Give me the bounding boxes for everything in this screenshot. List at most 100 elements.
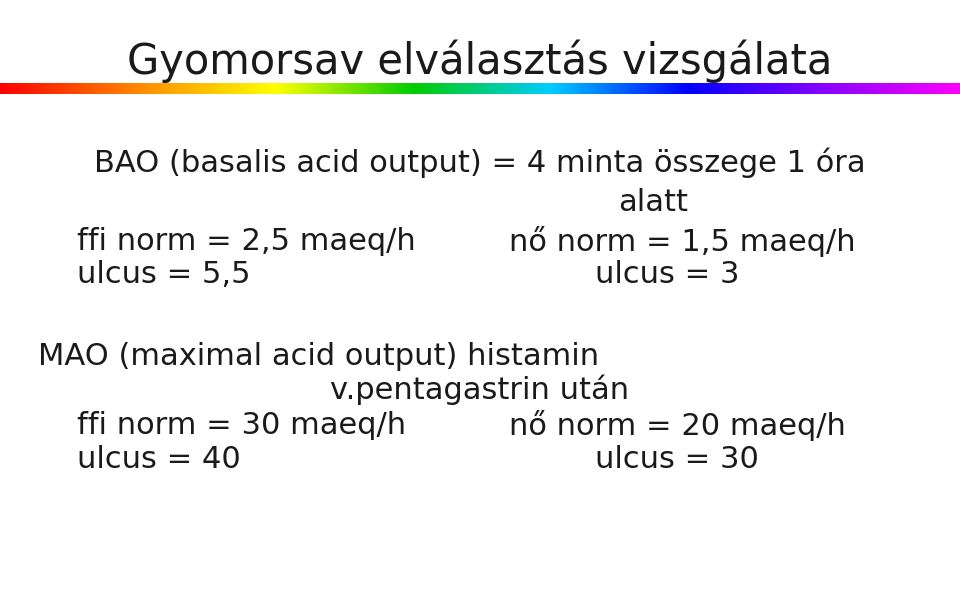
Bar: [598, 83, 603, 94]
Bar: [295, 83, 299, 94]
Bar: [698, 83, 702, 94]
Bar: [343, 83, 347, 94]
Bar: [617, 83, 622, 94]
Bar: [871, 83, 875, 94]
Bar: [490, 83, 493, 94]
Bar: [93, 83, 97, 94]
Bar: [80, 83, 84, 94]
Bar: [823, 83, 827, 94]
Bar: [208, 83, 212, 94]
Bar: [496, 83, 500, 94]
Bar: [852, 83, 855, 94]
Bar: [787, 83, 791, 94]
Bar: [579, 83, 584, 94]
Bar: [512, 83, 516, 94]
Bar: [595, 83, 599, 94]
Text: nő norm = 20 maeq/h: nő norm = 20 maeq/h: [509, 410, 846, 442]
Bar: [636, 83, 641, 94]
Bar: [826, 83, 829, 94]
Bar: [189, 83, 193, 94]
Bar: [391, 83, 395, 94]
Bar: [0, 83, 4, 94]
Bar: [45, 83, 49, 94]
Bar: [176, 83, 180, 94]
Bar: [112, 83, 116, 94]
Bar: [941, 83, 945, 94]
Text: ulcus = 3: ulcus = 3: [595, 260, 740, 289]
Bar: [564, 83, 567, 94]
Bar: [320, 83, 324, 94]
Bar: [679, 83, 683, 94]
Bar: [29, 83, 33, 94]
Bar: [454, 83, 459, 94]
Bar: [237, 83, 241, 94]
Bar: [425, 83, 430, 94]
Bar: [288, 83, 292, 94]
Bar: [669, 83, 673, 94]
Bar: [64, 83, 68, 94]
Bar: [832, 83, 836, 94]
Bar: [708, 83, 711, 94]
Bar: [502, 83, 507, 94]
Bar: [838, 83, 843, 94]
Bar: [352, 83, 356, 94]
Bar: [608, 83, 612, 94]
Bar: [780, 83, 785, 94]
Bar: [144, 83, 148, 94]
Bar: [499, 83, 503, 94]
Bar: [902, 83, 906, 94]
Bar: [540, 83, 545, 94]
Bar: [448, 83, 452, 94]
Bar: [125, 83, 129, 94]
Bar: [605, 83, 609, 94]
Bar: [713, 83, 718, 94]
Text: ulcus = 40: ulcus = 40: [77, 445, 241, 474]
Bar: [262, 83, 267, 94]
Bar: [749, 83, 753, 94]
Bar: [19, 83, 23, 94]
Text: nő norm = 1,5 maeq/h: nő norm = 1,5 maeq/h: [509, 226, 855, 257]
Bar: [252, 83, 257, 94]
Bar: [16, 83, 20, 94]
Bar: [621, 83, 625, 94]
Bar: [195, 83, 200, 94]
Bar: [538, 83, 541, 94]
Bar: [684, 83, 689, 94]
Bar: [151, 83, 155, 94]
Bar: [12, 83, 17, 94]
Bar: [806, 83, 810, 94]
Bar: [614, 83, 618, 94]
Bar: [957, 83, 960, 94]
Bar: [317, 83, 321, 94]
Bar: [867, 83, 872, 94]
Bar: [333, 83, 337, 94]
Bar: [396, 83, 401, 94]
Bar: [221, 83, 225, 94]
Bar: [525, 83, 529, 94]
Bar: [710, 83, 714, 94]
Bar: [276, 83, 279, 94]
Bar: [224, 83, 228, 94]
Bar: [106, 83, 109, 94]
Bar: [797, 83, 801, 94]
Bar: [461, 83, 465, 94]
Bar: [147, 83, 152, 94]
Bar: [876, 83, 881, 94]
Bar: [180, 83, 183, 94]
Bar: [32, 83, 36, 94]
Bar: [74, 83, 78, 94]
Bar: [544, 83, 548, 94]
Bar: [233, 83, 238, 94]
Bar: [752, 83, 756, 94]
Bar: [732, 83, 737, 94]
Bar: [739, 83, 743, 94]
Bar: [934, 83, 939, 94]
Bar: [586, 83, 589, 94]
Bar: [704, 83, 708, 94]
Bar: [211, 83, 215, 94]
Bar: [816, 83, 820, 94]
Bar: [660, 83, 663, 94]
Bar: [134, 83, 138, 94]
Bar: [535, 83, 539, 94]
Bar: [300, 83, 305, 94]
